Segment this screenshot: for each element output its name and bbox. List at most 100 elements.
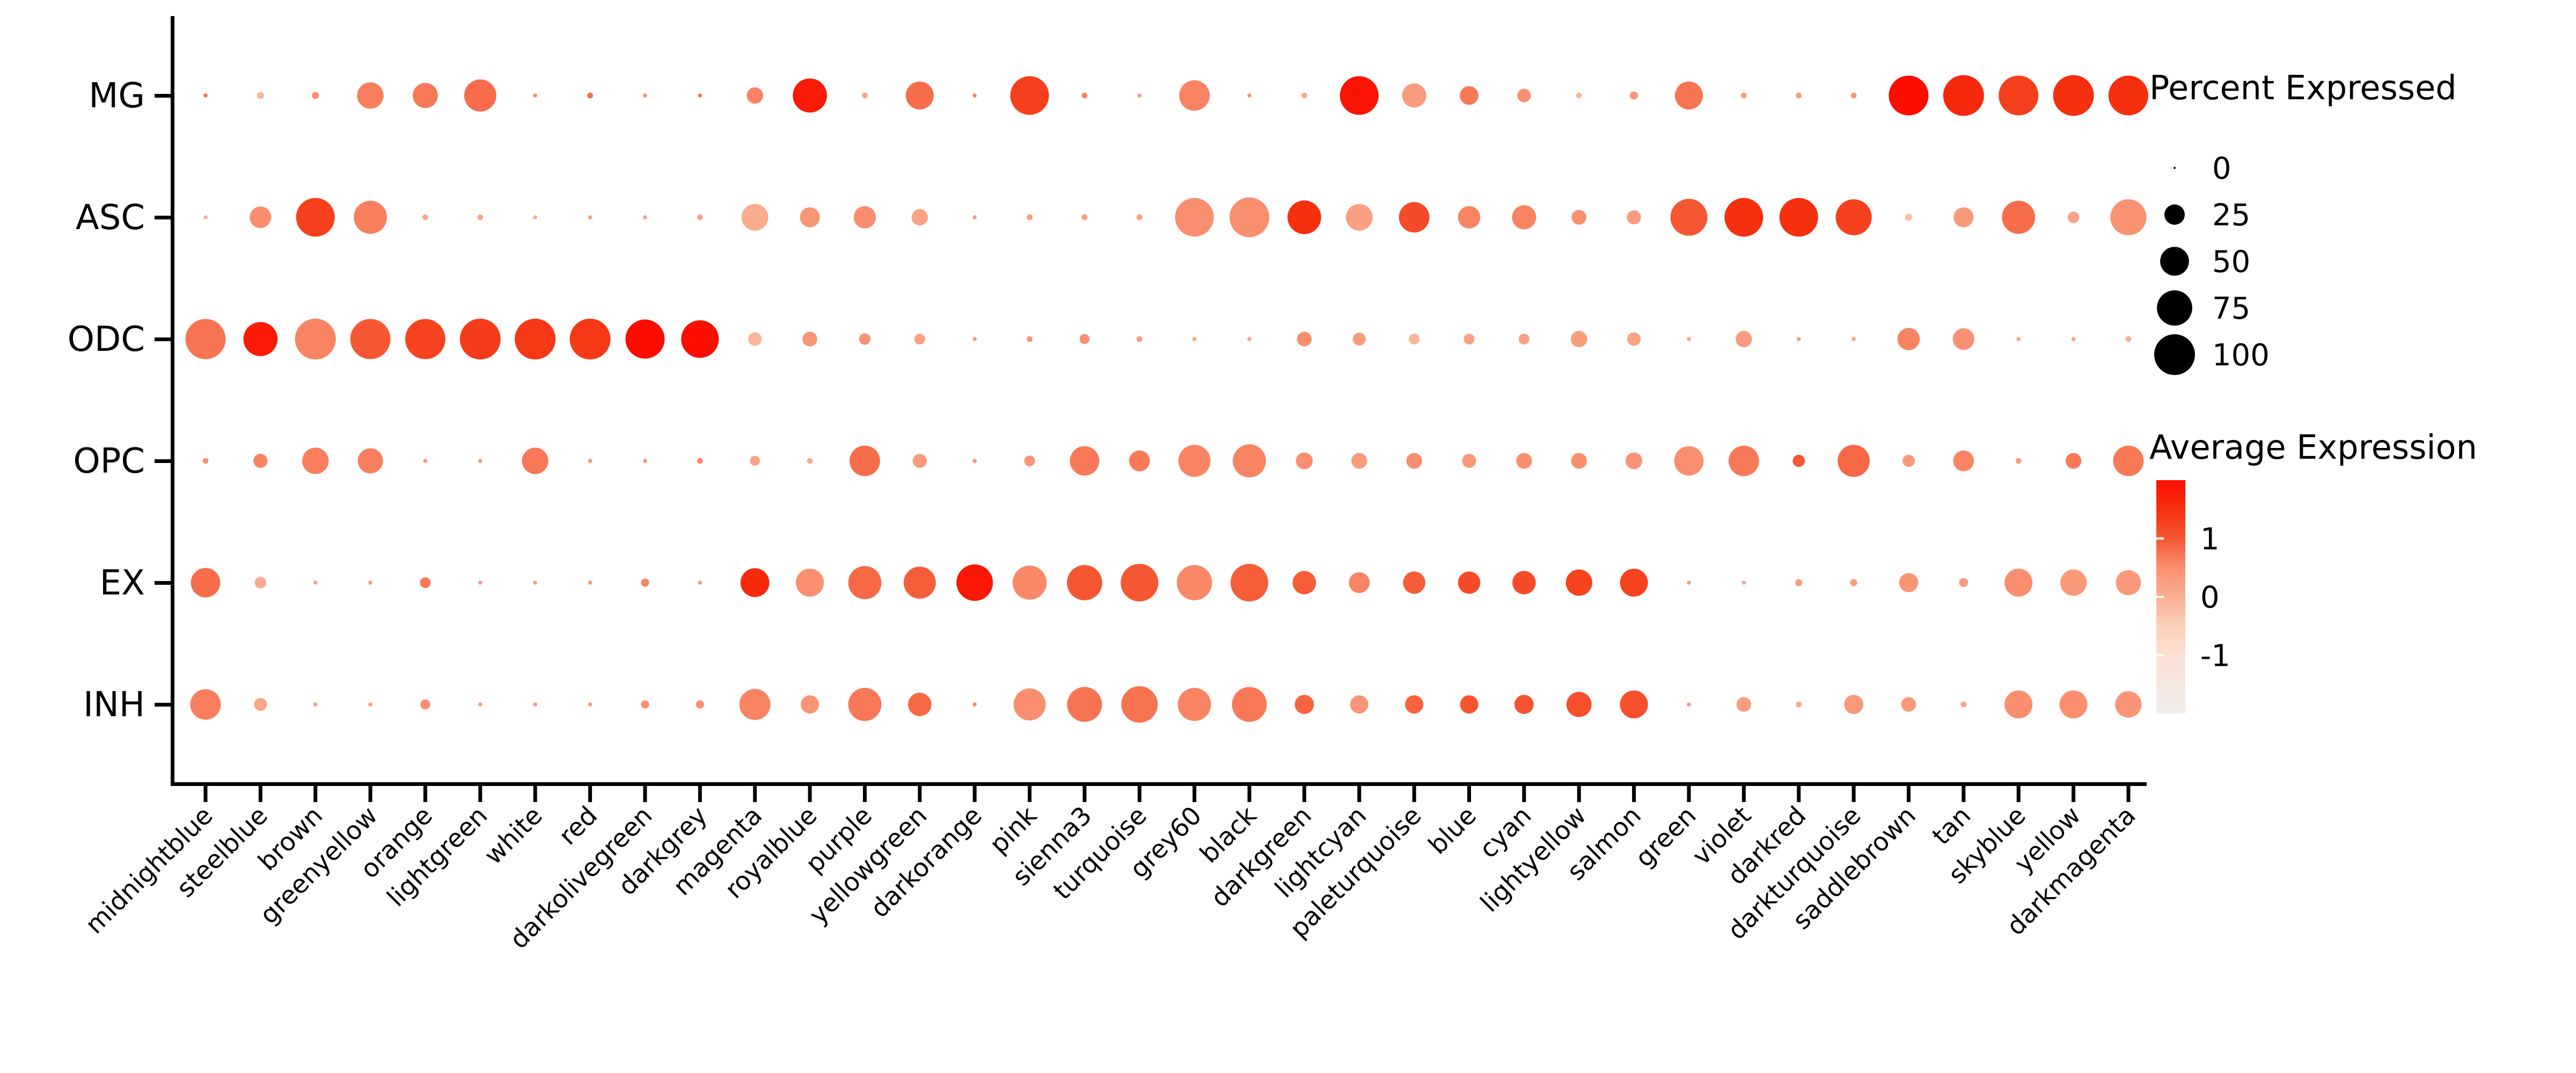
dot — [313, 702, 318, 707]
dot — [1175, 197, 1214, 237]
dot — [203, 215, 208, 219]
dot — [972, 459, 977, 463]
dot — [2113, 445, 2144, 476]
dot — [912, 453, 927, 468]
x-tick — [1467, 786, 1472, 802]
dot — [368, 702, 372, 707]
x-tick — [808, 786, 812, 802]
x-tick — [533, 786, 537, 802]
y-tick — [155, 459, 171, 463]
dot — [641, 700, 649, 709]
dot — [862, 92, 868, 99]
x-tick — [1522, 786, 1526, 802]
dot — [2016, 337, 2021, 341]
dot — [1687, 337, 1691, 341]
dot — [1294, 695, 1314, 714]
dot — [1081, 92, 1088, 99]
dot — [796, 568, 824, 597]
dot — [972, 702, 977, 707]
x-axis-ticks-labels: midnightbluesteelbluebrowngreenyellowora… — [80, 786, 2141, 955]
dot — [2065, 453, 2082, 469]
dot — [2060, 569, 2087, 596]
dot — [1901, 697, 1916, 712]
dot — [569, 319, 611, 359]
dot — [1460, 695, 1479, 714]
dot — [1350, 695, 1368, 714]
dot — [697, 214, 703, 221]
dot — [423, 459, 428, 463]
size-legend-dot — [2157, 290, 2192, 326]
y-tick — [155, 703, 171, 707]
y-tick — [155, 216, 171, 219]
dot — [2125, 336, 2132, 342]
dot — [859, 333, 871, 345]
dot — [1953, 207, 1974, 227]
colorbar-tick-label: 0 — [2200, 580, 2220, 615]
dot — [972, 93, 977, 98]
dot — [313, 580, 318, 585]
dot — [2108, 75, 2148, 116]
dot — [681, 320, 719, 358]
x-axis-line — [171, 782, 2147, 786]
size-legend-label: 100 — [2212, 338, 2270, 373]
dot — [1889, 75, 1929, 116]
dot — [1627, 332, 1641, 346]
dot — [1463, 333, 1475, 345]
x-tick — [423, 786, 427, 802]
dot — [1566, 692, 1592, 717]
y-axis-ticks-labels: MG ASC ODC OPC EX INH — [68, 76, 171, 725]
y-tick-label: INH — [83, 685, 145, 725]
dot — [478, 702, 482, 707]
dot — [1792, 454, 1805, 467]
x-tick — [1906, 786, 1911, 802]
colorbar-tick — [2156, 537, 2164, 540]
x-tick — [313, 786, 318, 802]
dot — [696, 700, 704, 709]
dot — [243, 322, 278, 356]
dot-matrix — [185, 75, 2148, 723]
dot — [625, 319, 665, 359]
x-tick — [1412, 786, 1416, 802]
dot — [1230, 563, 1269, 602]
x-tick — [1851, 786, 1856, 802]
dot — [1178, 445, 1211, 477]
dot — [1121, 686, 1158, 723]
dot — [420, 577, 431, 589]
dot — [312, 92, 319, 99]
dot — [295, 319, 336, 359]
dot — [1067, 565, 1102, 600]
dot — [1999, 75, 2039, 116]
dot — [1724, 197, 1763, 237]
x-tick — [478, 786, 482, 802]
x-tick — [1962, 786, 1966, 802]
x-tick-label: blue — [1423, 801, 1482, 861]
dot — [1670, 199, 1708, 236]
dot — [533, 702, 538, 707]
dot — [1514, 695, 1534, 714]
dot — [848, 688, 882, 721]
dot — [302, 447, 329, 474]
dot — [2053, 75, 2094, 116]
dot — [1779, 197, 1818, 237]
dot — [1740, 92, 1747, 99]
dot — [1630, 91, 1638, 100]
y-axis-line — [171, 16, 174, 786]
dot — [1850, 579, 1857, 586]
size-legend-dot — [2164, 204, 2185, 225]
dot — [1345, 204, 1373, 231]
dot — [1340, 76, 1379, 115]
dot — [413, 83, 438, 108]
dot — [1409, 333, 1420, 345]
dot — [1517, 89, 1531, 102]
size-legend-label: 75 — [2212, 291, 2250, 326]
dot — [1905, 214, 1913, 221]
dot — [2071, 337, 2076, 341]
size-legend-label: 0 — [2212, 151, 2231, 186]
dot — [698, 93, 702, 98]
dot — [1687, 580, 1691, 585]
x-tick — [1247, 786, 1252, 802]
x-tick — [2072, 786, 2076, 802]
dot — [515, 319, 556, 359]
dot — [1301, 92, 1307, 99]
